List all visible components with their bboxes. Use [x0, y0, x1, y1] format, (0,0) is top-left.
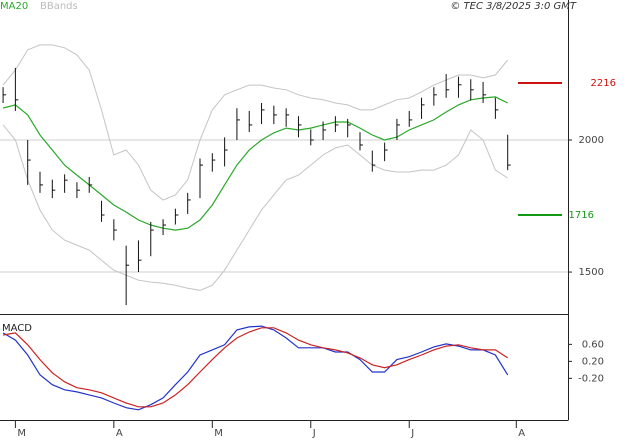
- level-label: 1716: [569, 210, 594, 221]
- y-tick-label: 2000: [579, 135, 604, 146]
- y-tick-label: 1500: [579, 267, 604, 278]
- bband-upper: [2, 44, 509, 201]
- y-tick-label: 0.20: [582, 356, 604, 367]
- x-tick-label: A: [518, 428, 525, 439]
- y-tick-label: 0.60: [582, 339, 604, 350]
- legend-bbands: BBands: [40, 1, 78, 12]
- bband-lower: [2, 124, 508, 291]
- level-label: 2216: [591, 78, 616, 89]
- source-label: © TEC 3/8/2025 3:0 GMT: [450, 1, 577, 12]
- x-tick-label: A: [116, 428, 123, 439]
- x-tick-label: J: [410, 428, 414, 439]
- x-tick-label: M: [17, 428, 26, 439]
- x-tick-label: J: [312, 428, 316, 439]
- macd-line: [2, 325, 509, 411]
- legend-ma20: MA20: [0, 1, 28, 12]
- y-tick-label: -0.20: [578, 373, 604, 384]
- x-tick-label: M: [214, 428, 223, 439]
- macd-line: [2, 327, 509, 408]
- ma20-line: [2, 96, 508, 231]
- macd-title: MACD: [2, 323, 32, 334]
